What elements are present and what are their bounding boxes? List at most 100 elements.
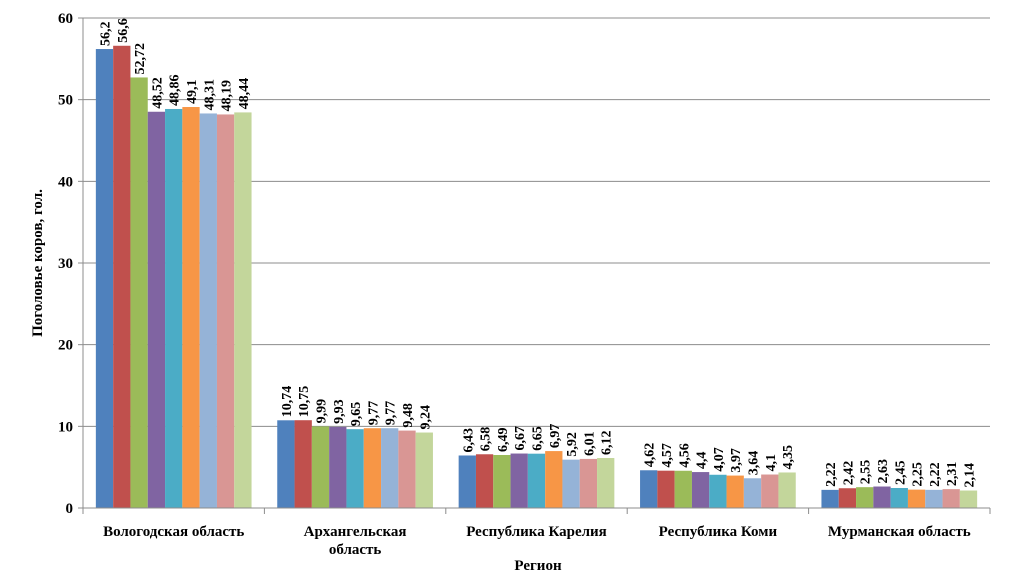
data-label: 3,64: [747, 451, 762, 476]
bar: [147, 111, 166, 509]
bar: [277, 420, 295, 508]
data-label: 9,77: [384, 401, 399, 426]
data-label: 9,24: [418, 405, 433, 430]
data-label: 48,19: [220, 80, 235, 112]
bar: [925, 489, 943, 508]
bar: [856, 487, 874, 508]
bar: [778, 472, 796, 508]
bar: [709, 474, 727, 508]
data-label: 6,12: [600, 431, 615, 456]
data-label: 48,52: [150, 77, 165, 109]
bar: [743, 478, 762, 508]
x-tick-label: Мурманская область: [828, 524, 971, 540]
axes: 0 10 20 30 40 50 60 Вологодская область Архангел…: [58, 11, 991, 558]
data-label: 9,77: [366, 401, 381, 426]
data-label: 48,86: [168, 74, 183, 106]
y-tick-label: 60: [58, 11, 73, 27]
bar: [329, 426, 347, 508]
bar: [579, 458, 598, 508]
y-tick-label: 30: [58, 256, 73, 272]
data-label: 2,22: [824, 462, 839, 487]
data-label: 2,63: [876, 459, 891, 484]
bar: [95, 49, 114, 509]
bar: [234, 112, 252, 508]
bar: [597, 458, 615, 508]
data-label: 9,48: [401, 403, 416, 428]
data-label: 6,49: [496, 427, 511, 452]
data-label: 6,01: [582, 431, 597, 456]
bar: [890, 487, 908, 508]
bars: [95, 45, 978, 509]
bar: [691, 472, 710, 508]
data-label: 4,57: [660, 443, 675, 468]
data-label: 2,25: [911, 462, 926, 487]
data-label: 49,1: [185, 80, 200, 105]
data-label: 5,92: [565, 432, 580, 457]
data-label: 6,65: [531, 426, 546, 451]
y-tick-label: 10: [58, 419, 73, 435]
x-tick-label: Республика Карелия: [466, 524, 607, 540]
bar: [415, 432, 433, 508]
x-tick-label: Республика Коми: [659, 524, 778, 540]
data-label: 3,97: [729, 448, 744, 473]
data-label: 48,31: [202, 79, 217, 111]
data-label: 6,67: [513, 426, 528, 451]
bar: [640, 470, 658, 508]
data-label: 2,22: [928, 462, 943, 487]
data-label: 2,31: [945, 462, 960, 487]
bar: [562, 459, 580, 508]
y-tick-label: 20: [58, 338, 73, 354]
bar: [873, 486, 891, 508]
data-label: 4,1: [764, 454, 779, 472]
data-label: 10,75: [297, 386, 312, 418]
bar: [130, 77, 148, 508]
data-label: 9,65: [349, 402, 364, 427]
bar: [216, 114, 235, 508]
data-label: 2,14: [963, 463, 978, 488]
bar: [907, 489, 926, 508]
bar: [199, 113, 217, 509]
x-axis-title: Регион: [514, 558, 562, 574]
data-label: 10,74: [280, 386, 295, 418]
bar: [657, 470, 675, 508]
data-label: 2,45: [893, 460, 908, 485]
bar: [363, 428, 382, 508]
data-label: 52,72: [133, 43, 148, 75]
data-label: 4,35: [781, 445, 796, 470]
bar: [475, 454, 494, 508]
bar: [182, 107, 200, 509]
bar: [821, 489, 839, 508]
data-label: 6,58: [479, 427, 494, 451]
bar: [113, 45, 131, 509]
bar: [527, 453, 546, 508]
data-label: 4,56: [677, 443, 692, 468]
data-label: 48,44: [237, 78, 252, 110]
data-label: 56,6: [116, 18, 131, 43]
bar: [458, 455, 476, 508]
x-tick-label: Архангельская: [304, 524, 407, 540]
x-tick-label: область: [329, 542, 382, 558]
bar: [959, 490, 978, 508]
bar: [942, 489, 960, 508]
y-tick-label: 0: [66, 501, 74, 517]
bar: [761, 474, 779, 508]
bar: [510, 453, 528, 508]
x-tick-label: Вологодская область: [103, 524, 244, 540]
data-label: 6,43: [461, 428, 476, 453]
bar: [838, 488, 857, 508]
bar: [726, 475, 744, 508]
data-label: 56,2: [99, 22, 114, 47]
data-label: 4,4: [695, 452, 710, 470]
bar: [294, 420, 312, 508]
data-label: 2,42: [841, 461, 856, 486]
data-label: 9,93: [332, 399, 347, 424]
data-label: 6,97: [548, 424, 563, 449]
data-label: 4,62: [643, 443, 658, 468]
bar: [398, 430, 416, 508]
data-label: 9,99: [315, 399, 330, 424]
y-axis-title: Поголовье коров, гол.: [30, 189, 46, 337]
bar: [493, 454, 511, 508]
bar: [165, 108, 183, 508]
